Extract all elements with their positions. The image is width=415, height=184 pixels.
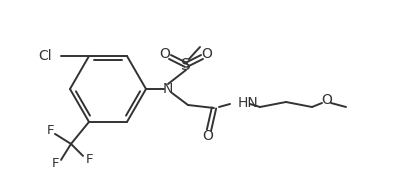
Text: F: F: [51, 157, 59, 170]
Text: F: F: [46, 124, 54, 137]
Text: Cl: Cl: [38, 49, 52, 63]
Text: S: S: [181, 57, 191, 72]
Text: O: O: [322, 93, 332, 107]
Text: HN: HN: [238, 96, 259, 110]
Text: O: O: [202, 47, 212, 61]
Text: O: O: [159, 47, 171, 61]
Text: N: N: [163, 82, 173, 96]
Text: O: O: [203, 129, 213, 143]
Text: F: F: [85, 153, 93, 166]
